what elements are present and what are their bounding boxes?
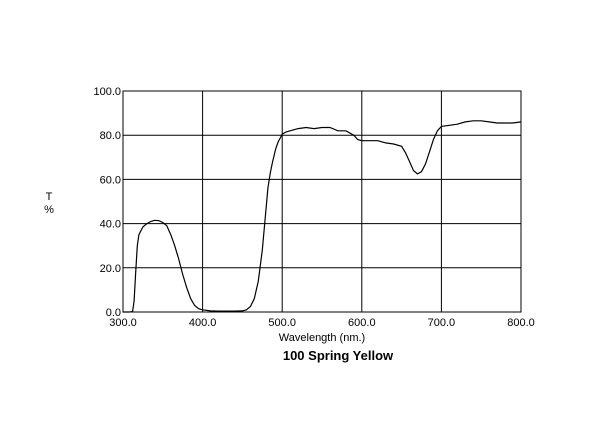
plot-frame — [122, 90, 522, 313]
y-tick-label: 60.0 — [100, 174, 121, 186]
y-axis-label-percent: % — [44, 204, 54, 216]
x-tick-labels: 300.0 400.0 500.0 600.0 700.0 800.0 — [109, 317, 535, 329]
x-axis-label: Wavelength (nm.) — [279, 332, 365, 344]
series-line — [123, 120, 522, 313]
y-tick-label: 80.0 — [100, 130, 121, 142]
y-tick-label: 0.0 — [106, 307, 121, 319]
x-tick-label: 600.0 — [348, 317, 376, 329]
x-tick-label: 800.0 — [507, 317, 535, 329]
x-tick-label: 500.0 — [268, 317, 296, 329]
y-tick-label: 100.0 — [93, 86, 121, 98]
grid — [122, 90, 522, 313]
chart-title: 100 Spring Yellow — [283, 348, 394, 363]
y-tick-label: 40.0 — [100, 219, 121, 231]
x-tick-label: 700.0 — [428, 317, 456, 329]
y-tick-labels: 0.0 20.0 40.0 60.0 80.0 100.0 — [93, 86, 121, 319]
x-tick-label: 300.0 — [109, 317, 137, 329]
y-tick-label: 20.0 — [100, 263, 121, 275]
y-axis-label-t: T — [46, 191, 53, 203]
x-tick-label: 400.0 — [189, 317, 217, 329]
